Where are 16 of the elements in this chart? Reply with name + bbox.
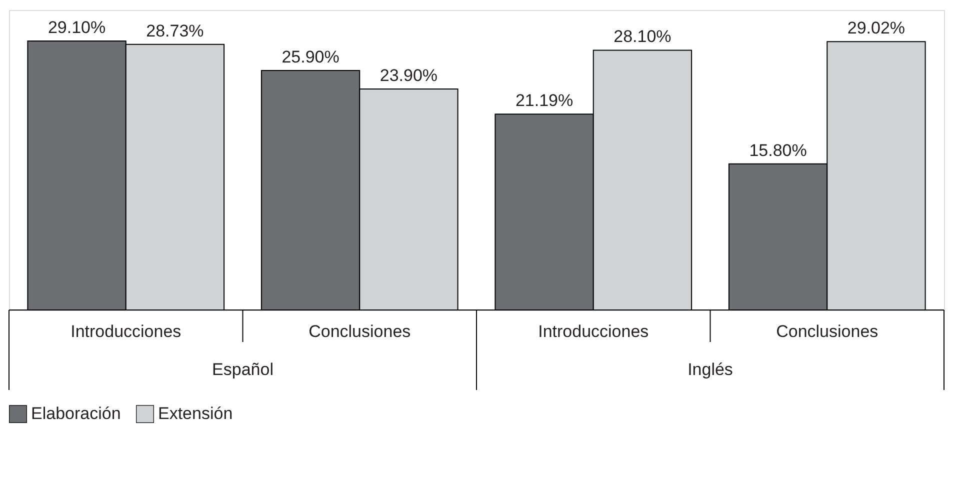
x-tick-label: Introducciones	[70, 322, 182, 341]
legend-label: Extensión	[158, 404, 233, 424]
data-label: 25.90%	[282, 48, 340, 67]
data-label: 29.10%	[48, 18, 106, 37]
legend-label: Elaboración	[31, 404, 121, 424]
data-label: 28.10%	[614, 27, 672, 46]
data-label: 28.73%	[146, 21, 204, 40]
data-label: 23.90%	[380, 66, 438, 86]
x-tick-label: Introducciones	[538, 322, 649, 341]
data-label: 15.80%	[749, 140, 807, 160]
text: Español	[212, 360, 274, 379]
x-tick-label: Conclusiones	[776, 322, 878, 341]
text: Inglés	[688, 360, 733, 379]
x-tick-label: Conclusiones	[308, 322, 411, 341]
data-label: 29.02%	[847, 18, 906, 38]
data-label: 21.19%	[515, 91, 574, 110]
